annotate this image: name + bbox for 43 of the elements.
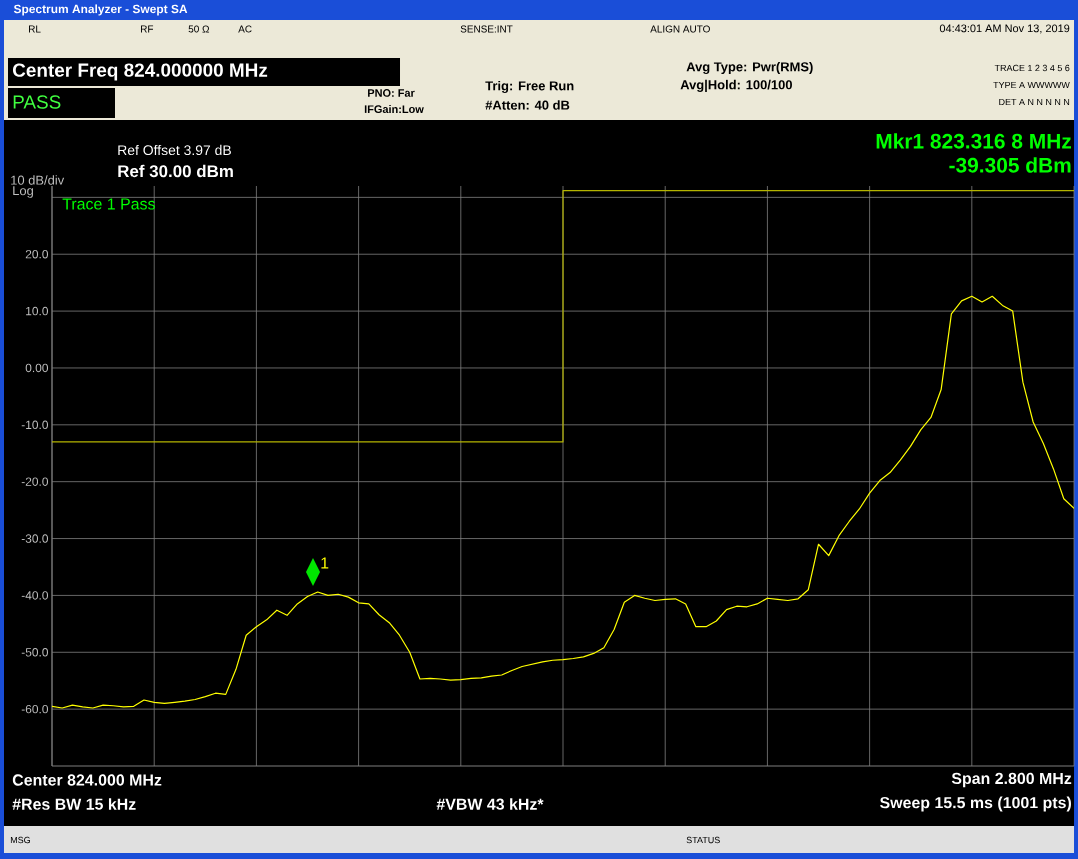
text: ALIGN AUTO	[650, 25, 710, 33]
text: IFGain:Low	[364, 104, 424, 114]
annotation: 1	[321, 557, 329, 569]
text: PASS	[13, 95, 61, 109]
text: -39.305 dBm	[949, 157, 1071, 173]
text: STATUS	[686, 836, 720, 844]
y-tick-label: -10.0	[21, 420, 49, 430]
text: Ref Offset 3.97 dB	[118, 144, 231, 156]
text: Ref 30.00 dBm	[118, 164, 233, 178]
text: SENSE:INT	[460, 25, 513, 33]
text: Trig: Free Run	[485, 80, 574, 94]
text: RL	[29, 25, 41, 33]
text: MSG	[10, 836, 30, 844]
text: Center Freq 824.000000 MHz	[12, 63, 268, 81]
text: TRACE 1 2 3 4 5 6	[994, 64, 1070, 72]
y-tick-label: -50.0	[21, 648, 49, 657]
y-tick-label: -20.0	[21, 477, 49, 486]
annotation: Trace 1 Pass	[62, 198, 155, 210]
text: DET A N N N N N	[999, 98, 1070, 106]
text: #Atten: 40 dB	[485, 100, 570, 110]
text: Center 824.000 MHz	[12, 774, 162, 786]
y-tick-label: 20.0	[25, 250, 49, 259]
text: PNO: Far	[368, 89, 415, 97]
text: Log	[13, 186, 33, 198]
text: Avg|Hold: 100/100	[680, 79, 792, 93]
text: 10 dB/div	[11, 175, 65, 185]
y-tick-label: 0.00	[25, 363, 49, 373]
text: 04:43:01 AM Nov 13, 2019	[939, 24, 1070, 34]
y-tick-label: 10.0	[26, 306, 49, 316]
text: TYPE A WWWWW	[993, 81, 1070, 89]
text: Span 2.800 MHz	[951, 772, 1072, 788]
y-tick-label: -40.0	[21, 591, 49, 600]
y-tick-label: -30.0	[21, 534, 49, 543]
y-tick-label: -60.0	[21, 704, 49, 714]
text: Sweep 15.5 ms (1001 pts)	[880, 796, 1071, 812]
text: Avg Type: Pwr(RMS)	[686, 61, 813, 75]
text: Mkr1 823.316 8 MHz	[876, 133, 1072, 149]
text: 50 Ω	[188, 25, 210, 33]
text: RF	[141, 25, 154, 33]
text: #VBW 43 kHz*	[436, 798, 544, 810]
chart-title: Spectrum Analyzer - Swept SA	[13, 4, 188, 16]
text: AC	[238, 25, 252, 33]
text: #Res BW 15 kHz	[12, 798, 136, 810]
